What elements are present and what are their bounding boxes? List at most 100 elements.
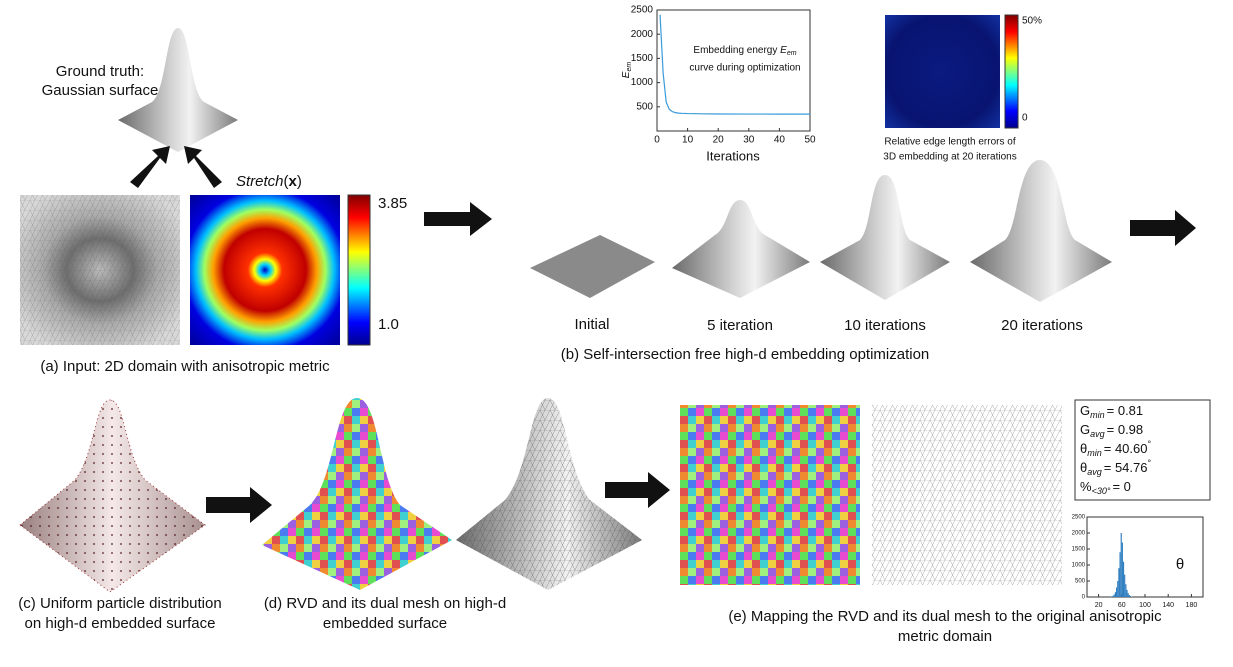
error-map (885, 15, 1000, 128)
text: ° (1148, 458, 1152, 468)
text: G (1080, 422, 1090, 437)
bar (1111, 596, 1112, 597)
x-tick-label: 10 (682, 135, 694, 146)
annotation: Embedding energy Eem (693, 45, 796, 57)
stage-label: 10 iterations (844, 317, 926, 334)
surface (672, 200, 810, 298)
y-tick-label: 1000 (1072, 563, 1086, 569)
bar (1114, 594, 1115, 597)
rvd-domain (680, 405, 860, 585)
annotation: θ (1176, 556, 1184, 573)
text: G (1080, 403, 1090, 418)
energy-chart: Embedding energy Eem curve during optimi… (621, 5, 816, 164)
bar (1126, 590, 1127, 597)
caption: on high-d embedded surface (25, 615, 216, 632)
y-tick-label: 2000 (1072, 531, 1086, 537)
bar (1116, 587, 1117, 597)
text: θ (1080, 460, 1087, 475)
y-tick-label: 500 (636, 101, 653, 112)
stage-label: 5 iteration (707, 317, 773, 334)
x-tick-label: 180 (1186, 602, 1198, 609)
rvd-surface (262, 398, 452, 590)
x-tick-label: 50 (804, 135, 816, 146)
bar (1119, 552, 1120, 597)
caption: Relative edge length errors of (884, 137, 1015, 148)
bar (1115, 592, 1116, 597)
bar (1122, 543, 1123, 597)
bar (1128, 593, 1129, 597)
x-axis-label: Iterations (706, 148, 760, 163)
caption: (e) Mapping the RVD and its dual mesh to… (728, 608, 1162, 625)
surface (970, 160, 1112, 302)
arrow (130, 146, 170, 188)
arrow (605, 472, 670, 508)
stage-label: Initial (574, 316, 609, 333)
bar (1121, 533, 1122, 597)
caption: (d) RVD and its dual mesh on high-d (264, 595, 506, 612)
bar (1125, 584, 1126, 597)
y-tick-label: 2000 (631, 29, 654, 40)
bar (1130, 596, 1131, 597)
mesh-domain (872, 405, 1062, 585)
plot-frame (1087, 517, 1203, 597)
text: em (787, 50, 797, 57)
y-tick-label: 0 (1082, 595, 1086, 601)
colorbar-label: 3.85 (378, 195, 407, 212)
text: <30° (1092, 486, 1111, 496)
caption: (b) Self-intersection free high-d embedd… (561, 346, 930, 363)
arrow (206, 487, 272, 523)
text: = 54.76 (1104, 460, 1148, 475)
bar (1117, 581, 1118, 597)
caption: metric domain (898, 628, 992, 645)
y-tick-label: 2500 (1072, 515, 1086, 521)
x-tick-label: 20 (713, 135, 725, 146)
bar (1118, 568, 1119, 597)
y-tick-label: 1500 (1072, 547, 1086, 553)
bar (1129, 595, 1130, 597)
page: { "panel_a": { "ground_truth": ["Ground … (0, 0, 1233, 667)
text: min (1087, 448, 1102, 458)
text: Embedding energy (693, 45, 780, 56)
text: % (1080, 479, 1092, 494)
bar (1113, 596, 1114, 597)
annotation: curve during optimization (689, 63, 800, 74)
text: θ (1080, 441, 1087, 456)
text: = 0.81 (1107, 403, 1144, 418)
text: = 0 (1112, 479, 1130, 494)
caption: embedded surface (323, 615, 447, 632)
x-tick-label: 140 (1162, 602, 1174, 609)
figure: Ground truth: Gaussian surface Stretch(x… (0, 0, 1233, 662)
particles (20, 400, 205, 592)
mesh-image (20, 195, 180, 345)
text: ° (1148, 439, 1152, 449)
caption: 3D embedding at 20 iterations (883, 152, 1016, 163)
colorbar (348, 195, 370, 345)
colorbar-label: 0 (1022, 113, 1028, 124)
stretch-map (190, 195, 340, 345)
arrow (1130, 210, 1196, 246)
text: avg (1090, 429, 1105, 439)
arrow (184, 146, 222, 188)
stretch-label: Stretch(x) (236, 173, 302, 190)
label: Gaussian surface (42, 82, 159, 99)
x-tick-label: 40 (774, 135, 786, 146)
text: Stretch (236, 173, 284, 190)
arrow (424, 202, 492, 236)
y-tick-label: 1000 (631, 77, 654, 88)
flat-surface (530, 235, 655, 298)
stage-label: 20 iterations (1001, 317, 1083, 334)
caption: (c) Uniform particle distribution (18, 595, 221, 612)
stat: Gavg= 0.98 (1080, 422, 1143, 439)
y-tick-label: 2500 (631, 5, 654, 16)
colorbar-label: 1.0 (378, 316, 399, 333)
text: min (1090, 410, 1105, 420)
y-tick-label: 500 (1075, 579, 1086, 585)
surface (820, 175, 950, 300)
label: Ground truth: (56, 63, 144, 80)
caption: (a) Input: 2D domain with anisotropic me… (40, 358, 330, 375)
text: ) (297, 173, 302, 190)
text: = 0.98 (1107, 422, 1144, 437)
x-tick-label: 30 (743, 135, 755, 146)
y-axis-label: Eem (621, 62, 633, 79)
